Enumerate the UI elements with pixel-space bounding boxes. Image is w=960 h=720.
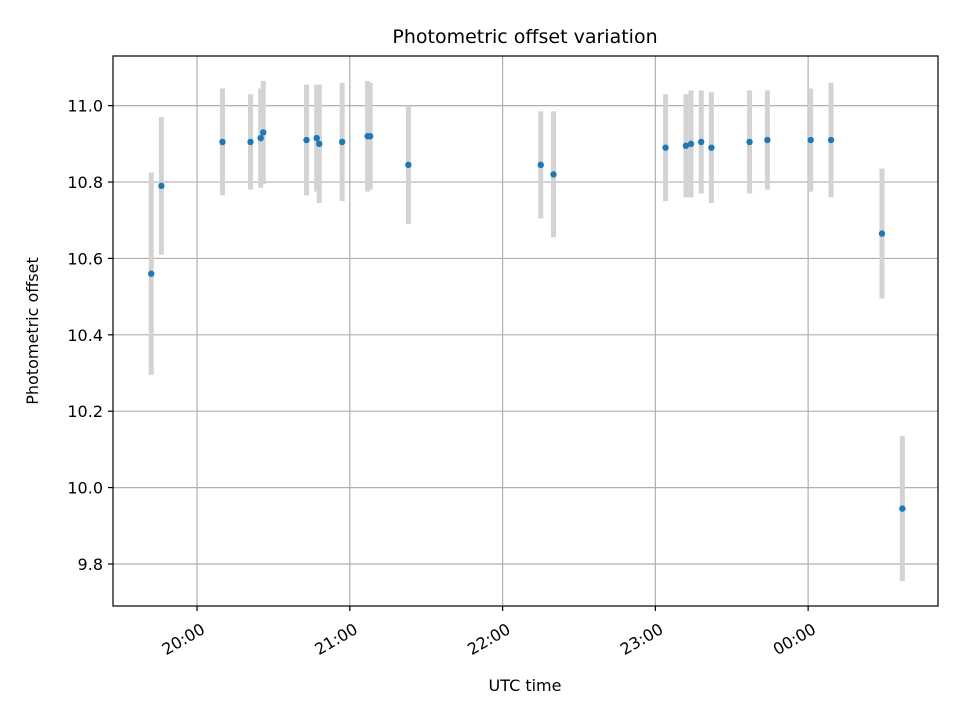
y-tick-label: 9.8: [78, 555, 103, 574]
data-point: [303, 136, 310, 144]
data-point: [260, 129, 267, 136]
data-point: [405, 161, 412, 169]
data-point: [257, 134, 264, 142]
data-point: [807, 136, 814, 144]
data-point: [899, 505, 906, 512]
data-point: [697, 138, 705, 146]
data-point: [550, 171, 557, 178]
data-point: [746, 138, 753, 146]
data-point: [247, 138, 254, 146]
y-tick-label: 10.6: [67, 249, 103, 268]
plot-frame: [112, 55, 939, 607]
y-tick-label: 10.8: [67, 173, 103, 192]
chart-title: Photometric offset variation: [392, 26, 657, 48]
x-axis-label: UTC time: [489, 676, 562, 695]
data-point: [827, 136, 835, 144]
data-point: [764, 136, 771, 144]
data-point: [158, 182, 165, 190]
data-point: [219, 138, 226, 146]
data-point: [338, 138, 346, 146]
data-point: [687, 140, 695, 148]
data-point: [878, 230, 886, 237]
data-point: [682, 142, 690, 149]
y-tick-label: 11.0: [67, 97, 103, 116]
y-axis: 9.8 10.0 10.2 10.4 10.6 10.8 11.0: [67, 97, 113, 574]
y-axis-label: Photometric offset: [23, 257, 42, 405]
data-points: [147, 129, 906, 512]
data-point: [708, 144, 715, 151]
data-point: [662, 144, 669, 151]
y-tick-label: 10.2: [67, 402, 103, 421]
data-point: [316, 140, 323, 148]
data-point: [147, 270, 155, 277]
data-point: [537, 161, 544, 169]
y-tick-label: 10.4: [67, 326, 103, 345]
data-point: [366, 133, 374, 140]
y-tick-label: 10.0: [67, 479, 103, 498]
data-point: [313, 134, 320, 142]
